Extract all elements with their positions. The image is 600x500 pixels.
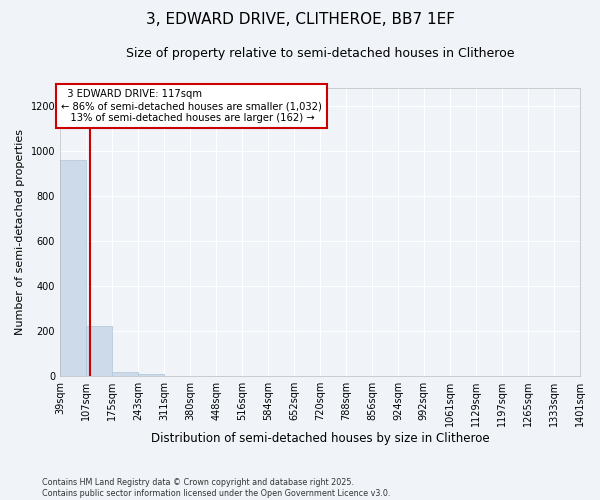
Text: 3, EDWARD DRIVE, CLITHEROE, BB7 1EF: 3, EDWARD DRIVE, CLITHEROE, BB7 1EF xyxy=(146,12,455,28)
Title: Size of property relative to semi-detached houses in Clitheroe: Size of property relative to semi-detach… xyxy=(126,48,514,60)
Text: 3 EDWARD DRIVE: 117sqm  
← 86% of semi-detached houses are smaller (1,032)
   13: 3 EDWARD DRIVE: 117sqm ← 86% of semi-det… xyxy=(61,90,322,122)
X-axis label: Distribution of semi-detached houses by size in Clitheroe: Distribution of semi-detached houses by … xyxy=(151,432,490,445)
Bar xyxy=(112,372,138,376)
Bar xyxy=(60,160,86,376)
Bar xyxy=(86,326,112,376)
Bar xyxy=(138,374,164,376)
Text: Contains HM Land Registry data © Crown copyright and database right 2025.
Contai: Contains HM Land Registry data © Crown c… xyxy=(42,478,391,498)
Y-axis label: Number of semi-detached properties: Number of semi-detached properties xyxy=(15,129,25,335)
